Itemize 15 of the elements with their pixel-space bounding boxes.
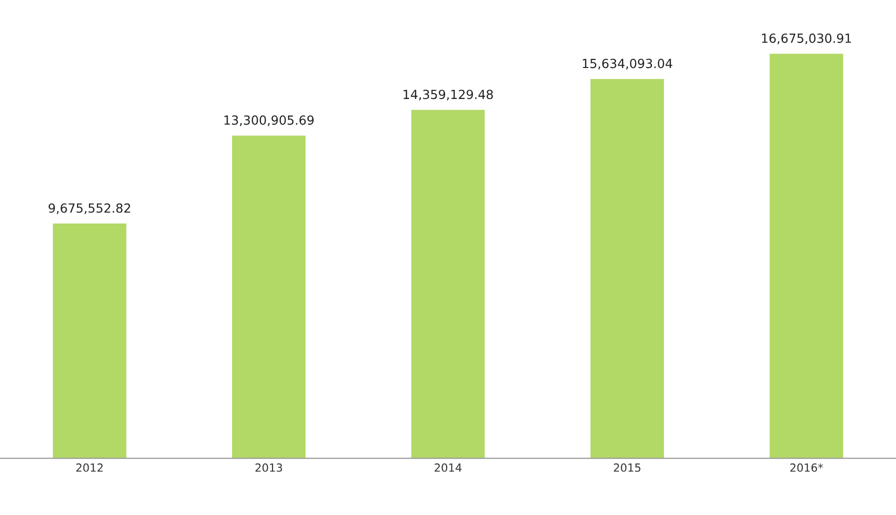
x-tick-label: 2015 (614, 463, 640, 472)
bar (232, 136, 306, 458)
data-label: 13,300,905.69 (224, 115, 314, 126)
bar (52, 224, 126, 458)
x-tick-label: 2012 (76, 463, 103, 472)
data-label: 16,675,030.91 (762, 33, 851, 44)
data-label: 15,634,093.04 (582, 58, 672, 70)
data-label: 14,359,129.48 (404, 90, 493, 100)
bar (590, 78, 664, 458)
bar (770, 54, 844, 458)
data-label: 9,675,552.82 (48, 203, 130, 214)
bar (411, 110, 485, 458)
x-tick-label: 2014 (434, 463, 462, 472)
x-tick-label: 2016* (790, 463, 823, 472)
x-tick-label: 2013 (255, 463, 282, 472)
